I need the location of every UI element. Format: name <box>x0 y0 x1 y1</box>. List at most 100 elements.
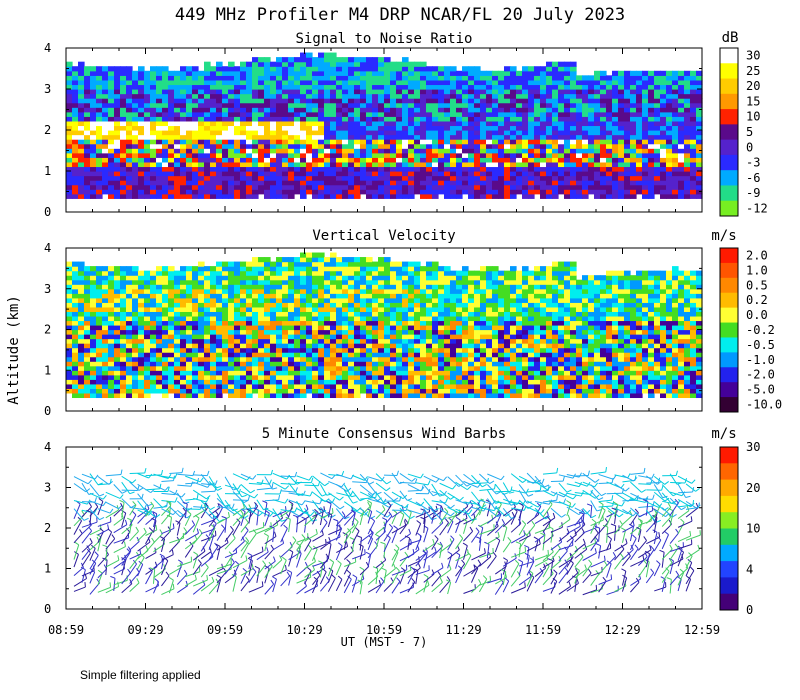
heatmap-cell <box>78 148 85 154</box>
heatmap-cell <box>138 361 145 367</box>
heatmap-cell <box>156 189 163 195</box>
heatmap-cell <box>192 284 199 290</box>
heatmap-cell <box>210 365 217 371</box>
heatmap-cell <box>234 293 241 299</box>
heatmap-cell <box>186 392 193 399</box>
heatmap-cell <box>318 193 325 199</box>
heatmap-cell <box>276 257 283 263</box>
heatmap-cell <box>660 139 667 145</box>
heatmap-cell <box>150 93 157 99</box>
heatmap-cell <box>408 111 415 117</box>
heatmap-cell <box>114 279 121 285</box>
heatmap-cell <box>174 193 181 199</box>
heatmap-cell <box>282 266 289 272</box>
heatmap-cell <box>96 379 103 385</box>
heatmap-cell <box>234 139 241 145</box>
heatmap-cell <box>96 157 103 163</box>
heatmap-cell <box>216 302 223 308</box>
heatmap-cell <box>582 134 589 140</box>
heatmap-cell <box>246 374 253 380</box>
heatmap-cell <box>696 111 703 117</box>
heatmap-cell <box>348 343 355 349</box>
heatmap-cell <box>300 261 307 267</box>
heatmap-cell <box>510 143 517 149</box>
heatmap-cell <box>276 61 283 67</box>
heatmap-cell <box>246 284 253 290</box>
heatmap-cell <box>438 130 445 136</box>
heatmap-cell <box>84 111 91 117</box>
heatmap-cell <box>288 161 295 168</box>
heatmap-cell <box>360 157 367 163</box>
heatmap-cell <box>120 370 127 376</box>
heatmap-cell <box>402 270 409 276</box>
heatmap-cell <box>390 329 397 335</box>
heatmap-cell <box>270 297 277 303</box>
heatmap-cell <box>198 302 205 308</box>
heatmap-cell <box>168 139 175 145</box>
heatmap-cell <box>372 79 379 86</box>
heatmap-cell <box>516 125 523 131</box>
heatmap-cell <box>570 93 577 99</box>
heatmap-cell <box>396 275 403 281</box>
heatmap-cell <box>630 139 637 145</box>
heatmap-cell <box>180 374 187 380</box>
heatmap-cell <box>594 157 601 163</box>
heatmap-cell <box>90 161 97 168</box>
heatmap-cell <box>192 383 199 389</box>
heatmap-cell <box>456 89 463 95</box>
heatmap-cell <box>474 89 481 95</box>
heatmap-cell <box>636 130 643 136</box>
heatmap-cell <box>390 98 397 104</box>
heatmap-cell <box>306 171 313 177</box>
heatmap-cell <box>138 161 145 168</box>
heatmap-cell <box>150 75 157 81</box>
heatmap-cell <box>156 338 163 344</box>
heatmap-cell <box>138 193 145 199</box>
heatmap-cell <box>126 379 133 385</box>
heatmap-cell <box>102 383 109 389</box>
heatmap-cell <box>300 111 307 117</box>
heatmap-cell <box>312 148 319 154</box>
heatmap-cell <box>474 134 481 140</box>
heatmap-cell <box>288 338 295 344</box>
heatmap-cell <box>570 79 577 86</box>
heatmap-cell <box>330 288 337 294</box>
heatmap-cell <box>288 293 295 299</box>
heatmap-cell <box>312 193 319 199</box>
heatmap-cell <box>288 311 295 317</box>
heatmap-cell <box>234 102 241 108</box>
heatmap-cell <box>258 130 265 136</box>
heatmap-cell <box>540 166 547 172</box>
heatmap-cell <box>336 125 343 131</box>
heatmap-cell <box>192 193 199 199</box>
heatmap-cell <box>84 352 91 358</box>
heatmap-cell <box>276 302 283 308</box>
heatmap-cell <box>324 334 331 340</box>
heatmap-cell <box>372 315 379 322</box>
heatmap-cell <box>342 370 349 376</box>
heatmap-cell <box>258 334 265 340</box>
heatmap-cell <box>108 266 115 272</box>
heatmap-cell <box>192 266 199 272</box>
heatmap-cell <box>246 143 253 149</box>
heatmap-cell <box>474 125 481 131</box>
heatmap-cell <box>366 365 373 371</box>
heatmap-cell <box>114 293 121 299</box>
heatmap-cell <box>408 284 415 290</box>
heatmap-cell <box>276 139 283 145</box>
heatmap-cell <box>546 102 553 108</box>
heatmap-cell <box>516 157 523 163</box>
heatmap-cell <box>270 98 277 104</box>
heatmap-cell <box>624 171 631 177</box>
heatmap-cell <box>462 139 469 145</box>
heatmap-cell <box>468 152 475 158</box>
heatmap-cell <box>504 116 511 122</box>
heatmap-cell <box>216 102 223 108</box>
heatmap-cell <box>372 388 379 394</box>
heatmap-cell <box>528 166 535 172</box>
heatmap-cell <box>72 189 79 195</box>
heatmap-cell <box>360 324 367 331</box>
heatmap-cell <box>132 70 139 76</box>
heatmap-cell <box>330 89 337 95</box>
heatmap-cell <box>444 161 451 168</box>
